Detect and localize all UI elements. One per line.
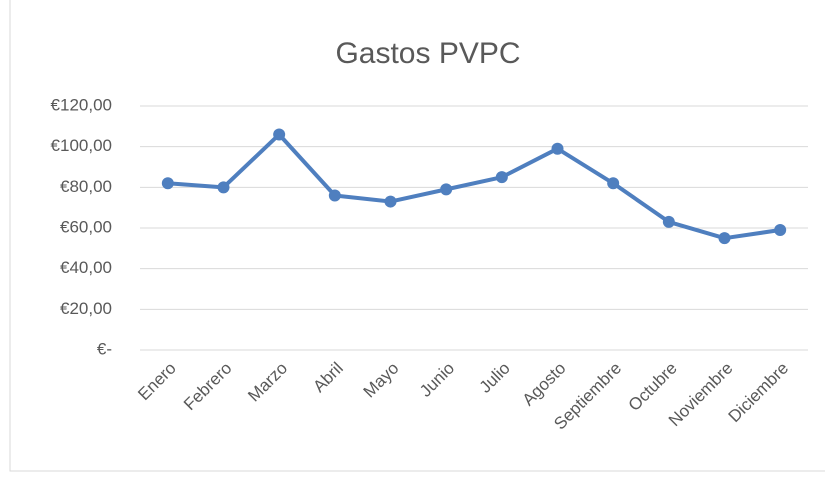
point-marker — [273, 128, 286, 141]
point-marker — [495, 171, 508, 184]
point-marker — [161, 177, 174, 190]
y-tick-label: €40,00 — [60, 258, 112, 277]
y-tick-label: €120,00 — [51, 95, 112, 114]
y-tick-label: €60,00 — [60, 217, 112, 236]
point-marker — [217, 181, 230, 194]
series-line — [167, 132, 781, 241]
y-tick-label: €20,00 — [60, 299, 112, 318]
y-tick-label: €80,00 — [60, 177, 112, 196]
point-marker — [328, 189, 341, 202]
chart-frame — [9, 0, 825, 472]
point-marker — [551, 142, 564, 155]
point-marker — [718, 232, 731, 245]
y-tick-label: €100,00 — [51, 136, 112, 155]
point-marker — [440, 183, 453, 196]
chart-title: Gastos PVPC — [335, 37, 520, 70]
point-marker — [607, 177, 620, 190]
point-marker — [662, 215, 675, 228]
point-marker — [384, 195, 397, 208]
y-tick-label: €- — [97, 339, 112, 358]
point-marker — [774, 224, 787, 237]
